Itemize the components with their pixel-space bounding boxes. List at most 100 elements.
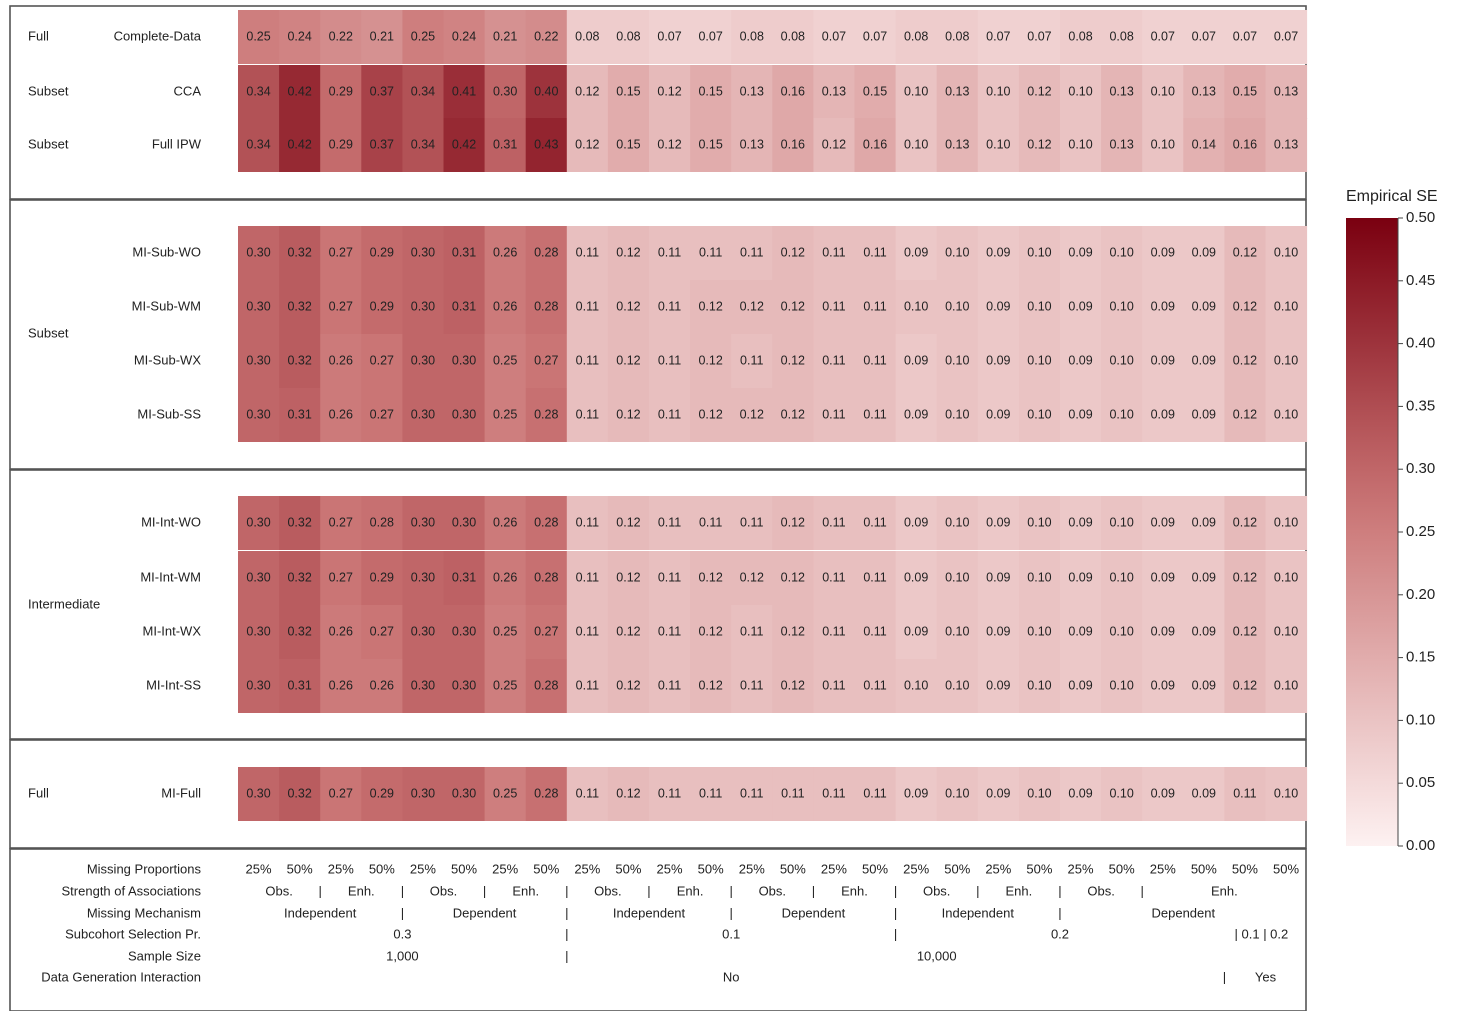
cell-value: 0.09 [1068, 407, 1092, 421]
cell-value: 0.27 [329, 245, 353, 259]
cell-value: 0.11 [658, 407, 681, 421]
heatmap-cell [525, 388, 568, 442]
bottom-row-item: Obs. [430, 883, 457, 898]
cell-value: 0.09 [1192, 407, 1216, 421]
cell-value: 0.27 [329, 570, 353, 584]
method-label: MI-Sub-WM [132, 298, 201, 313]
cell-value: 0.09 [1192, 245, 1216, 259]
heatmap-cell [772, 551, 814, 605]
heatmap-cell [1265, 767, 1308, 821]
heatmap-cell [1142, 10, 1184, 64]
heatmap-cell [1265, 605, 1308, 659]
heatmap-cell [813, 10, 855, 64]
cell-value: 0.12 [740, 570, 764, 584]
cell-value: 0.12 [616, 245, 640, 259]
cell-value: 0.11 [576, 515, 599, 529]
heatmap-cell [1224, 767, 1266, 821]
heatmap-cell [1018, 605, 1061, 659]
heatmap-cell [1101, 496, 1143, 550]
heatmap-cell [279, 226, 321, 280]
cell-value: 0.10 [1151, 84, 1175, 98]
heatmap-cell [238, 605, 280, 659]
colorbar [1346, 218, 1398, 846]
cell-value: 0.09 [986, 407, 1010, 421]
heatmap-cell [361, 767, 403, 821]
heatmap-cell [649, 65, 691, 119]
heatmap-cell [1101, 226, 1143, 280]
bottom-row-item: 25% [492, 861, 518, 876]
heatmap-cell [238, 659, 280, 713]
heatmap-cell [443, 226, 486, 280]
heatmap-cell [977, 496, 1020, 550]
cell-value: 0.13 [1109, 84, 1133, 98]
heatmap-cell [977, 10, 1020, 64]
cell-value: 0.13 [1192, 84, 1216, 98]
heatmap-cell [402, 280, 444, 334]
heatmap-cell [772, 388, 814, 442]
heatmap-cell [443, 388, 486, 442]
heatmap-cell [649, 767, 691, 821]
cell-value: 0.13 [740, 84, 764, 98]
cell-value: 0.34 [246, 137, 270, 151]
cell-value: 0.11 [740, 624, 763, 638]
cell-value: 0.12 [698, 299, 722, 313]
cell-value: 0.30 [411, 570, 435, 584]
cell-value: 0.11 [576, 624, 599, 638]
heatmap-cell [1183, 605, 1225, 659]
cell-value: 0.10 [1274, 299, 1298, 313]
heatmap-cell [772, 10, 814, 64]
bottom-row-item: | [730, 883, 733, 898]
heatmap-cell [607, 605, 650, 659]
cell-value: 0.07 [1192, 29, 1216, 43]
heatmap-cell [484, 10, 527, 64]
heatmap-cell [854, 388, 897, 442]
heatmap-cell [731, 551, 773, 605]
cell-value: 0.32 [287, 786, 311, 800]
method-label: Complete-Data [114, 28, 202, 43]
heatmap-cell [1060, 226, 1102, 280]
bottom-row-item: | [1141, 883, 1144, 898]
heatmap-cell [813, 334, 855, 388]
heatmap-cell [1060, 767, 1102, 821]
method-label: MI-Int-WM [140, 569, 201, 584]
heatmap-cell [1101, 65, 1143, 119]
cell-value: 0.11 [822, 353, 845, 367]
bottom-row-item: | [1058, 883, 1061, 898]
cell-value: 0.09 [1151, 299, 1175, 313]
cell-value: 0.08 [616, 29, 640, 43]
cell-value: 0.11 [822, 570, 845, 584]
heatmap-cell [607, 280, 650, 334]
heatmap-cell [238, 334, 280, 388]
heatmap-cell [443, 10, 486, 64]
cell-value: 0.10 [1109, 407, 1133, 421]
heatmap-cell [977, 334, 1020, 388]
method-label: MI-Int-WO [141, 514, 201, 529]
heatmap-cell [238, 65, 280, 119]
cell-value: 0.07 [657, 29, 681, 43]
bottom-row-item: | [401, 905, 404, 920]
heatmap-cell [1018, 767, 1061, 821]
bottom-row-item: 50% [862, 861, 888, 876]
cell-value: 0.30 [411, 353, 435, 367]
cell-value: 0.21 [370, 29, 394, 43]
cell-value: 0.28 [534, 786, 558, 800]
bottom-row-label: Data Generation Interaction [41, 969, 201, 984]
heatmap-cell [649, 388, 691, 442]
cell-value: 0.10 [1274, 678, 1298, 692]
bottom-row-item: Enh. [512, 883, 539, 898]
heatmap-cell [1018, 280, 1061, 334]
heatmap-cell [936, 496, 979, 550]
heatmap-cell [813, 659, 855, 713]
heatmap-cell [320, 280, 362, 334]
bottom-row-item: 50% [1026, 861, 1052, 876]
heatmap-cell [936, 551, 979, 605]
cell-value: 0.24 [287, 29, 311, 43]
bottom-row-item: 50% [1232, 861, 1258, 876]
heatmap-cell [525, 280, 568, 334]
cell-value: 0.30 [246, 353, 270, 367]
cell-value: 0.09 [1068, 624, 1092, 638]
bottom-row-item: 0.1 [722, 926, 740, 941]
cell-value: 0.12 [1027, 84, 1051, 98]
bottom-row-item: | [1058, 905, 1061, 920]
cell-value: 0.10 [986, 84, 1010, 98]
